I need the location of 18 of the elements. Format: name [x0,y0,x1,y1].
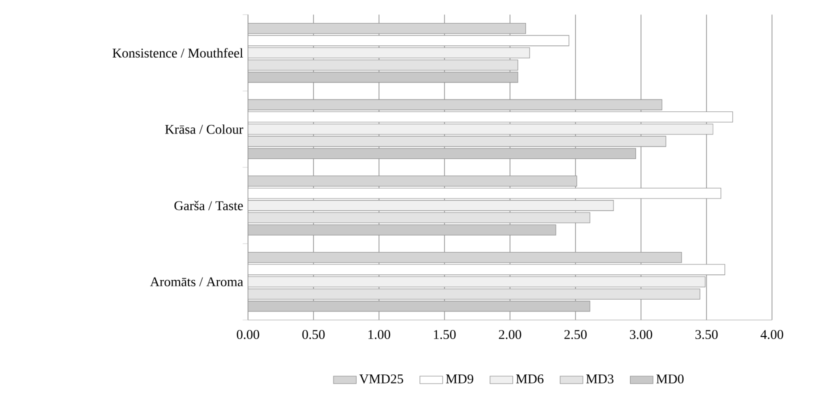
x-tick-label: 1.50 [434,330,456,340]
legend-label: MD6 [516,374,544,384]
y-tick-label: Krāsa / Colour [165,124,244,134]
legend-label: MD0 [656,374,684,384]
x-tick-label: 0.00 [236,330,260,340]
x-tick-label: 4.00 [760,330,784,340]
legend-label: MD9 [446,374,474,384]
x-tick-label: 0.50 [302,330,325,340]
x-tick-label: 3.00 [630,330,652,340]
x-tick-label: 2.50 [564,330,587,340]
x-tick-label: 3.50 [695,330,718,340]
y-tick-label: Garša / Taste [174,200,243,210]
legend-label: MD3 [586,374,614,384]
y-tick-label: Aromāts / Aroma [150,277,244,286]
legend-label: VMD25 [359,374,404,384]
x-tick-label: 1.00 [368,330,390,340]
y-tick-label: Konsistence / Mouthfeel [112,48,244,58]
x-tick-label: 2.00 [498,330,522,340]
